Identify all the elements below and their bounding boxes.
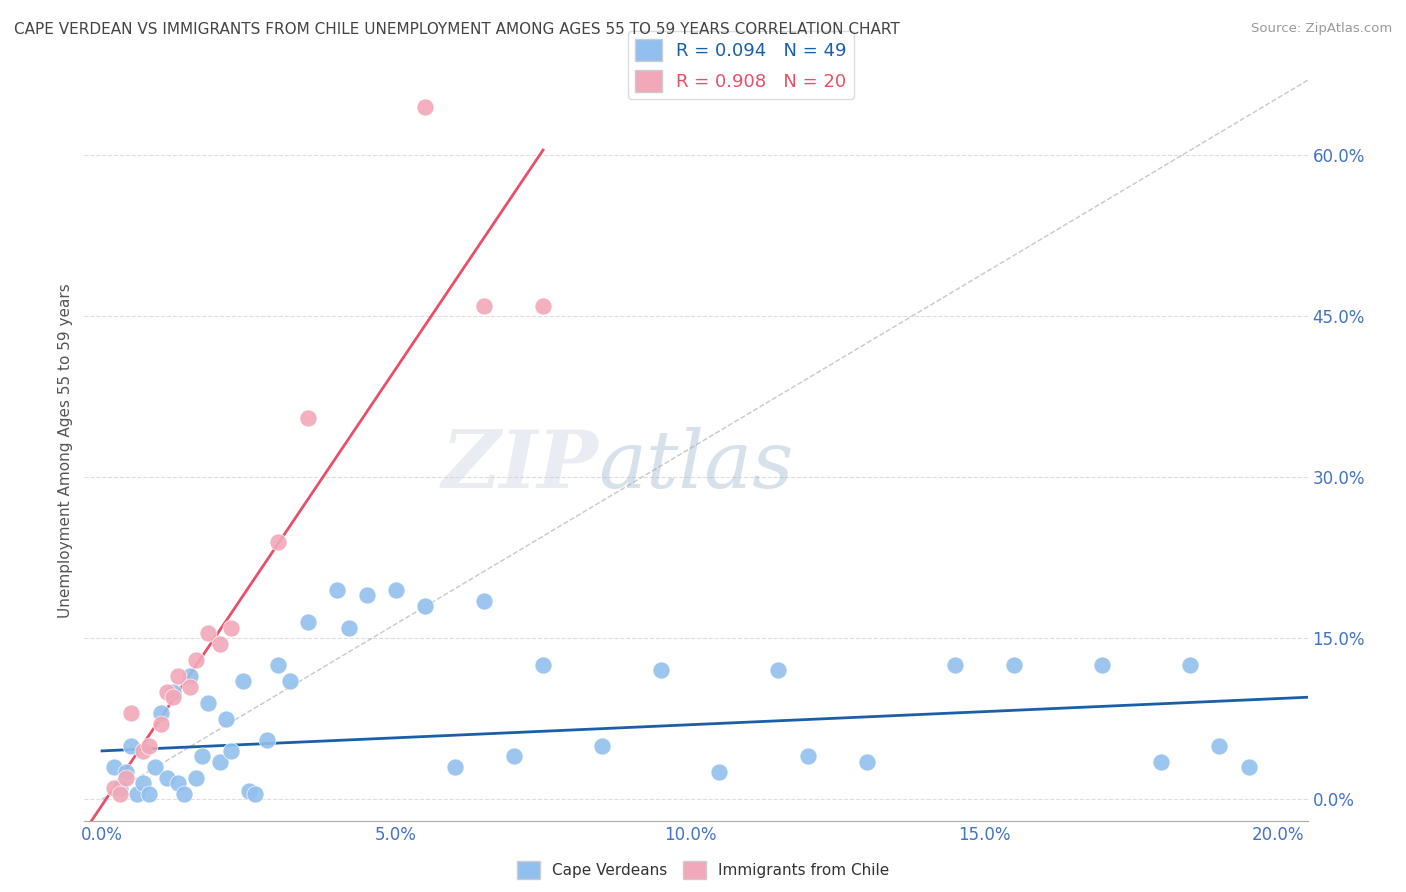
Point xyxy=(184,653,207,667)
Point xyxy=(238,783,260,797)
Point xyxy=(208,637,231,651)
Point xyxy=(108,787,131,801)
Point xyxy=(208,755,231,769)
Point xyxy=(1237,760,1260,774)
Text: CAPE VERDEAN VS IMMIGRANTS FROM CHILE UNEMPLOYMENT AMONG AGES 55 TO 59 YEARS COR: CAPE VERDEAN VS IMMIGRANTS FROM CHILE UN… xyxy=(14,22,900,37)
Point xyxy=(768,664,790,678)
Point xyxy=(120,739,142,753)
Point xyxy=(444,760,467,774)
Text: atlas: atlas xyxy=(598,426,793,504)
Point xyxy=(120,706,142,721)
Point xyxy=(502,749,524,764)
Point xyxy=(297,411,319,425)
Point xyxy=(326,582,349,597)
Point xyxy=(650,664,672,678)
Point xyxy=(132,744,155,758)
Point xyxy=(184,771,207,785)
Point xyxy=(149,717,172,731)
Point xyxy=(197,696,219,710)
Point xyxy=(297,615,319,629)
Point xyxy=(114,765,136,780)
Y-axis label: Unemployment Among Ages 55 to 59 years: Unemployment Among Ages 55 to 59 years xyxy=(58,283,73,618)
Point xyxy=(472,593,495,607)
Point xyxy=(173,787,195,801)
Point xyxy=(709,765,731,780)
Point xyxy=(415,100,437,114)
Point xyxy=(531,658,554,673)
Point xyxy=(138,787,160,801)
Point xyxy=(162,690,184,705)
Point xyxy=(103,781,125,796)
Point xyxy=(1208,739,1230,753)
Point xyxy=(385,582,408,597)
Point xyxy=(1178,658,1201,673)
Point xyxy=(943,658,966,673)
Text: ZIP: ZIP xyxy=(441,426,598,504)
Point xyxy=(232,674,254,689)
Point xyxy=(156,771,179,785)
Point xyxy=(221,620,243,634)
Point xyxy=(143,760,166,774)
Point xyxy=(179,669,201,683)
Point xyxy=(179,680,201,694)
Point xyxy=(267,534,290,549)
Point xyxy=(162,685,184,699)
Point xyxy=(356,588,378,602)
Point xyxy=(127,787,149,801)
Point xyxy=(415,599,437,613)
Point xyxy=(197,625,219,640)
Point xyxy=(472,299,495,313)
Point xyxy=(796,749,818,764)
Point xyxy=(114,771,136,785)
Point xyxy=(1091,658,1114,673)
Point xyxy=(531,299,554,313)
Point xyxy=(855,755,877,769)
Legend: Cape Verdeans, Immigrants from Chile: Cape Verdeans, Immigrants from Chile xyxy=(510,855,896,885)
Text: Source: ZipAtlas.com: Source: ZipAtlas.com xyxy=(1251,22,1392,36)
Point xyxy=(191,749,214,764)
Point xyxy=(108,781,131,796)
Point xyxy=(167,669,190,683)
Point xyxy=(149,706,172,721)
Point xyxy=(256,733,278,747)
Point xyxy=(243,787,266,801)
Point xyxy=(337,620,360,634)
Point xyxy=(103,760,125,774)
Point xyxy=(1002,658,1025,673)
Point xyxy=(132,776,155,790)
Point xyxy=(591,739,613,753)
Point xyxy=(156,685,179,699)
Point xyxy=(138,739,160,753)
Point xyxy=(214,712,236,726)
Point xyxy=(278,674,301,689)
Point xyxy=(167,776,190,790)
Point xyxy=(1149,755,1171,769)
Point xyxy=(221,744,243,758)
Point xyxy=(267,658,290,673)
